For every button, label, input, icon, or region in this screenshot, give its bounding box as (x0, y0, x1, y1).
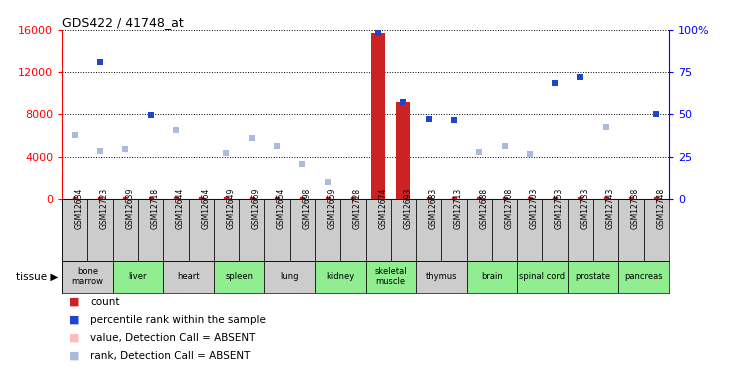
Bar (618, 199, 643, 261)
Text: GSM12738: GSM12738 (631, 188, 640, 229)
Bar (518, 261, 568, 292)
Text: GSM12669: GSM12669 (251, 188, 261, 229)
Bar (213, 199, 239, 261)
Text: kidney: kidney (326, 272, 355, 281)
Text: GSM12634: GSM12634 (75, 188, 84, 229)
Text: GSM12698: GSM12698 (303, 188, 311, 229)
Bar (492, 199, 518, 261)
Text: value, Detection Call = ABSENT: value, Detection Call = ABSENT (90, 333, 255, 343)
Text: ■: ■ (69, 351, 80, 361)
Text: bone
marrow: bone marrow (72, 267, 103, 286)
Text: GSM12703: GSM12703 (530, 188, 539, 229)
Bar (163, 261, 213, 292)
Bar (366, 199, 391, 261)
Text: GSM12674: GSM12674 (378, 188, 387, 229)
Bar (189, 199, 213, 261)
Text: skeletal
muscle: skeletal muscle (374, 267, 407, 286)
Text: GSM12708: GSM12708 (504, 188, 514, 229)
Bar (568, 199, 593, 261)
Text: GSM12664: GSM12664 (201, 188, 211, 229)
Text: thymus: thymus (425, 272, 457, 281)
Bar (239, 199, 265, 261)
Bar (62, 199, 88, 261)
Text: GSM12748: GSM12748 (656, 188, 665, 229)
Bar (416, 261, 466, 292)
Bar (593, 199, 618, 261)
Text: GSM12654: GSM12654 (277, 188, 286, 229)
Bar (163, 199, 189, 261)
Bar (466, 261, 518, 292)
Text: GDS422 / 41748_at: GDS422 / 41748_at (62, 16, 184, 29)
Text: GSM12649: GSM12649 (227, 188, 235, 229)
Text: pancreas: pancreas (624, 272, 663, 281)
Text: ■: ■ (69, 315, 80, 325)
Text: ■: ■ (69, 297, 80, 307)
Bar (213, 261, 265, 292)
Text: spleen: spleen (225, 272, 253, 281)
Bar (265, 261, 315, 292)
Bar (396, 102, 410, 199)
Text: GSM12723: GSM12723 (100, 188, 109, 229)
Text: rank, Detection Call = ABSENT: rank, Detection Call = ABSENT (90, 351, 250, 361)
Bar (542, 199, 568, 261)
Bar (643, 199, 669, 261)
Bar (289, 199, 315, 261)
Bar (88, 199, 113, 261)
Bar (113, 199, 138, 261)
Text: GSM12644: GSM12644 (176, 188, 185, 229)
Text: tissue ▶: tissue ▶ (16, 272, 58, 282)
Text: spinal cord: spinal cord (520, 272, 566, 281)
Bar (138, 199, 163, 261)
Bar (340, 199, 366, 261)
Text: brain: brain (481, 272, 503, 281)
Bar (113, 261, 163, 292)
Bar (366, 261, 416, 292)
Bar (391, 199, 416, 261)
Bar (62, 261, 113, 292)
Bar (315, 199, 340, 261)
Bar (568, 261, 618, 292)
Text: GSM12693: GSM12693 (404, 188, 412, 229)
Text: GSM12743: GSM12743 (606, 188, 615, 229)
Text: GSM12753: GSM12753 (555, 188, 564, 229)
Text: GSM12659: GSM12659 (327, 188, 336, 229)
Text: lung: lung (281, 272, 299, 281)
Text: GSM12718: GSM12718 (151, 188, 159, 229)
Bar (416, 199, 442, 261)
Text: prostate: prostate (575, 272, 610, 281)
Text: GSM12733: GSM12733 (580, 188, 589, 229)
Text: heart: heart (178, 272, 200, 281)
Text: GSM12683: GSM12683 (428, 188, 438, 229)
Bar (618, 261, 669, 292)
Bar (265, 199, 289, 261)
Bar (371, 33, 385, 199)
Text: GSM12728: GSM12728 (353, 188, 362, 229)
Bar (518, 199, 542, 261)
Text: GSM12639: GSM12639 (125, 188, 135, 229)
Bar (442, 199, 466, 261)
Text: ■: ■ (69, 333, 80, 343)
Text: percentile rank within the sample: percentile rank within the sample (90, 315, 266, 325)
Text: GSM12713: GSM12713 (454, 188, 463, 229)
Text: count: count (90, 297, 119, 307)
Text: GSM12688: GSM12688 (480, 188, 488, 229)
Bar (466, 199, 492, 261)
Text: liver: liver (129, 272, 147, 281)
Bar (315, 261, 366, 292)
